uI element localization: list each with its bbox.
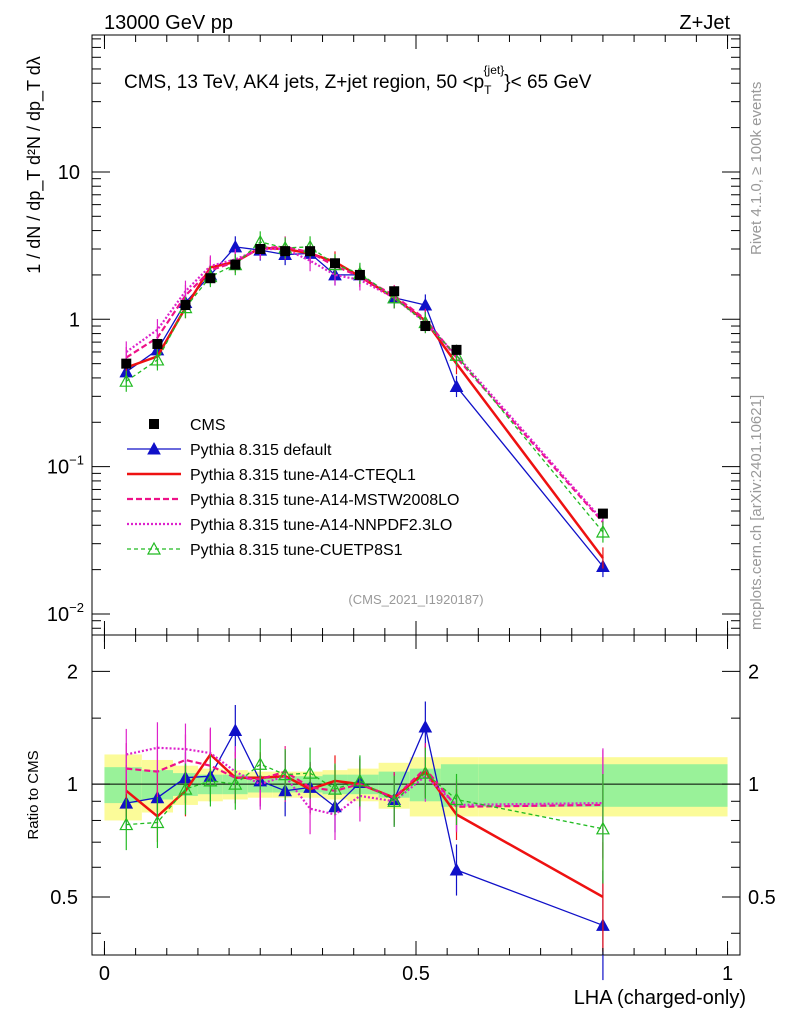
ratio-point-cuetp bbox=[352, 773, 367, 787]
legend-marker-cuetp bbox=[146, 541, 162, 555]
data-point-cms bbox=[305, 246, 316, 257]
legend: CMS Pythia 8.315 default Pythia 8.315 tune… bbox=[127, 417, 459, 559]
data-point-cms bbox=[230, 259, 241, 270]
series-line-mstw bbox=[125, 245, 604, 523]
rivet-label: Rivet 4.1.0, ≥ 100k events bbox=[748, 82, 765, 255]
data-point-cms bbox=[354, 269, 365, 280]
legend-label-nnpdf: Pythia 8.315 tune-A14-NNPDF2.3LO bbox=[190, 517, 452, 534]
ratio-point-default bbox=[449, 862, 464, 876]
ratio-point-default bbox=[228, 723, 243, 737]
y-tick-label: 10−2 bbox=[47, 600, 84, 626]
plot-title: CMS, 13 TeV, AK4 jets, Z+jet region, 50 … bbox=[124, 63, 592, 97]
rivet-label-group: Rivet 4.1.0, ≥ 100k events bbox=[748, 82, 765, 255]
ratio-y-tick-label-right: 0.5 bbox=[748, 887, 776, 909]
data-point-cuetp bbox=[595, 524, 610, 538]
y-tick-label: 10−1 bbox=[47, 453, 84, 479]
data-point-cuetp bbox=[387, 290, 402, 304]
legend-marker-default bbox=[147, 441, 161, 455]
ratio-uncertainty-bands bbox=[104, 754, 728, 821]
data-point-default bbox=[449, 379, 464, 392]
y-tick-label: 10 bbox=[58, 162, 80, 184]
ratio-point-cuetp bbox=[303, 765, 318, 779]
main-y-axis-label: 1 / dN / dp_T d²N / dp_T dλ bbox=[24, 56, 45, 273]
analysis-id: (CMS_2021_I1920187) bbox=[348, 592, 483, 607]
data-point-cms bbox=[389, 286, 400, 297]
x-tick-label: 0.5 bbox=[402, 963, 430, 985]
ratio-point-cuetp bbox=[327, 781, 343, 795]
ratio-point-cuetp bbox=[449, 792, 464, 806]
ratio-point-cuetp bbox=[595, 821, 610, 835]
data-point-cms bbox=[280, 246, 291, 257]
data-point-cms bbox=[451, 344, 462, 355]
ratio-point-cuetp bbox=[119, 817, 134, 831]
data-point-cms bbox=[121, 358, 132, 369]
ratio-point-cuetp bbox=[418, 765, 433, 779]
ratio-line-nnpdf bbox=[126, 746, 603, 816]
ratio-point-cuetp bbox=[253, 756, 268, 770]
ratio-line-mstw bbox=[126, 758, 603, 808]
data-point-cms bbox=[255, 243, 266, 254]
header-left: 13000 GeV pp bbox=[104, 12, 233, 34]
legend-label-default: Pythia 8.315 default bbox=[190, 442, 332, 459]
data-point-cms bbox=[330, 258, 340, 269]
ratio-y-tick-label: 0.5 bbox=[50, 887, 78, 909]
ratio-point-cuetp bbox=[150, 815, 165, 829]
x-tick-label: 1 bbox=[722, 963, 733, 985]
data-point-cms bbox=[420, 321, 431, 332]
data-point-cms bbox=[205, 273, 216, 284]
legend-label-cms: CMS bbox=[190, 417, 226, 434]
series-line-cuetp bbox=[125, 241, 604, 533]
legend-label-cuetp: Pythia 8.315 tune-CUETP8S1 bbox=[190, 542, 403, 559]
ratio-y-axis-label: Ratio to CMS bbox=[25, 750, 42, 839]
main-plot-series bbox=[119, 231, 610, 578]
mcplots-label-group: mcplots.cern.ch [arXiv:2401.10621] bbox=[748, 395, 765, 630]
data-point-cms bbox=[152, 338, 163, 349]
legend-label-cteql1: Pythia 8.315 tune-A14-CTEQL1 bbox=[190, 467, 416, 484]
ratio-line-default bbox=[126, 724, 604, 926]
ratio-y-tick-label: 2 bbox=[67, 661, 78, 683]
ratio-point-cuetp bbox=[278, 767, 293, 781]
ratio-point-cuetp bbox=[228, 776, 243, 790]
ratio-y-axis-label-text: Ratio to CMS bbox=[25, 750, 42, 839]
ratio-y-tick-label: 1 bbox=[67, 774, 78, 796]
x-axis-label: LHA (charged-only) bbox=[574, 987, 746, 1009]
ratio-y-tick-label-right: 1 bbox=[748, 774, 759, 796]
ratio-point-cuetp bbox=[178, 781, 193, 795]
data-point-cms bbox=[597, 508, 608, 519]
series-line-cteql1 bbox=[125, 246, 604, 559]
data-point-cms bbox=[180, 300, 191, 311]
y-tick-label: 1 bbox=[69, 309, 80, 331]
axes: 0 0.5 1 10−2 10−1 1 10 0.5 0.5 1 1 2 2 bbox=[47, 35, 776, 985]
ratio-point-default bbox=[418, 720, 433, 733]
ratio-point-cuetp bbox=[203, 773, 218, 787]
data-point-cuetp bbox=[150, 352, 165, 366]
mcplots-label: mcplots.cern.ch [arXiv:2401.10621] bbox=[748, 395, 765, 630]
ratio-y-tick-label-right: 2 bbox=[748, 661, 759, 683]
legend-label-mstw: Pythia 8.315 tune-A14-MSTW2008LO bbox=[190, 492, 459, 509]
header-right: Z+Jet bbox=[679, 12, 730, 34]
ratio-point-cuetp bbox=[387, 794, 402, 807]
legend-marker-cms bbox=[149, 419, 159, 429]
x-tick-label: 0 bbox=[99, 963, 110, 985]
main-y-axis-label-text: 1 / dN / dp_T d²N / dp_T dλ bbox=[24, 56, 45, 273]
ratio-line-cuetp bbox=[126, 763, 604, 830]
ratio-plot-series bbox=[119, 701, 610, 981]
data-point-cuetp bbox=[119, 373, 134, 387]
